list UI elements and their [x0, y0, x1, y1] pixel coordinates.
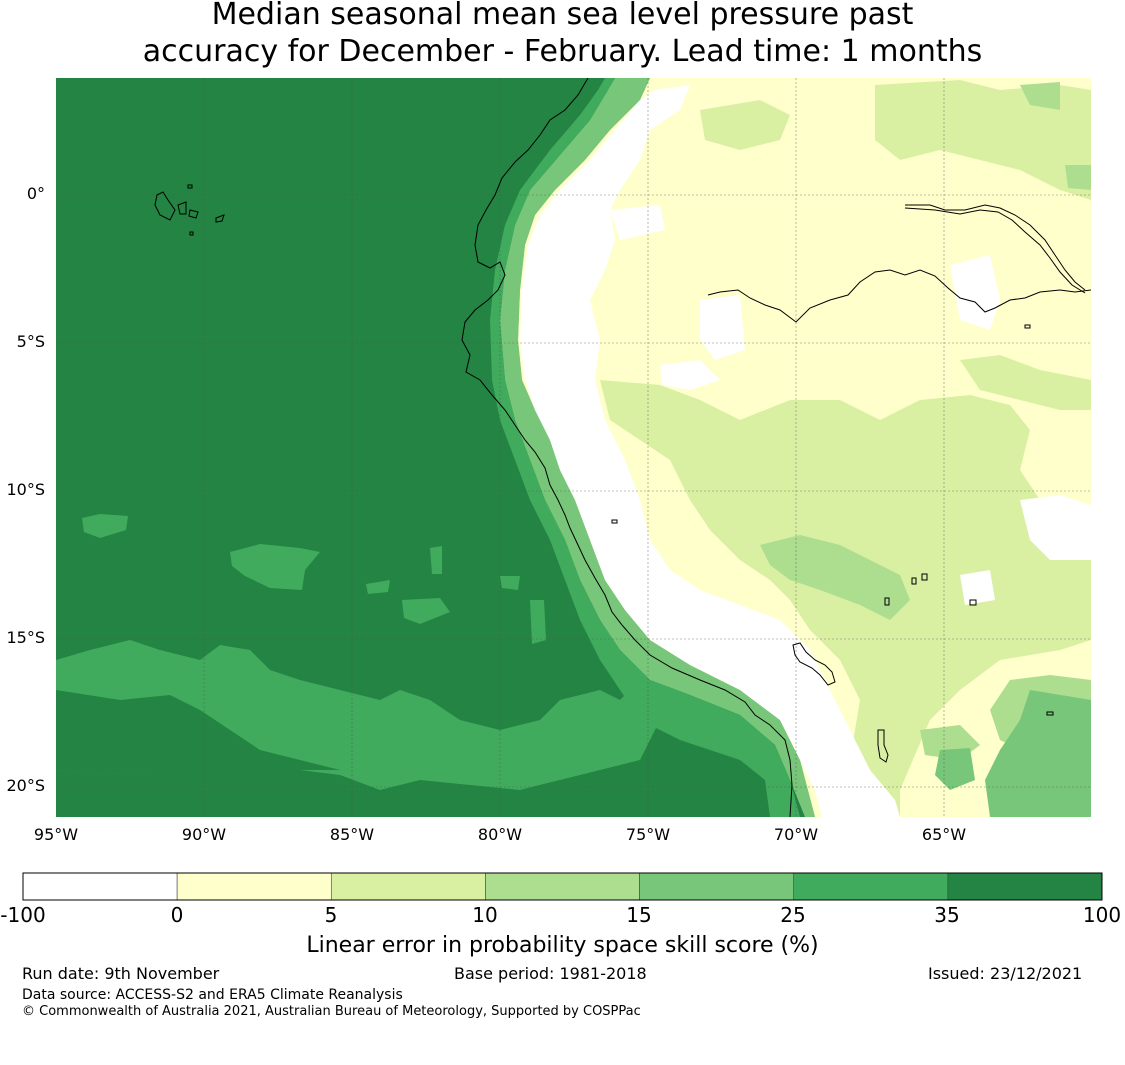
region-25-35-coast [490, 78, 800, 817]
region-35-100-south-pocket [56, 690, 340, 778]
lat-label-5s: 5°S [16, 332, 45, 351]
region-neg100-0-patch-5 [960, 570, 995, 605]
colorbar-segment-6 [947, 872, 1103, 901]
region-25-35-patch-2 [230, 544, 320, 590]
region-10-15-east [1065, 165, 1091, 190]
region-5-10-northeast [875, 80, 1091, 200]
colorbar-tick-6: 35 [934, 903, 960, 927]
lon-label-80w: 80°W [477, 825, 523, 844]
colorbar-segment-0 [22, 872, 178, 901]
colorbar-tick-3: 10 [472, 903, 498, 927]
region-25-35-patch-3 [366, 580, 390, 594]
region-15-25-southeast [985, 690, 1091, 817]
colorbar-segment-5 [793, 872, 949, 901]
gridlines [56, 78, 1091, 817]
region-5-10-north [700, 100, 790, 150]
run-date: Run date: 9th November [22, 964, 220, 983]
region-neg100-0-coast [520, 85, 900, 817]
lon-label-90w: 90°W [181, 825, 227, 844]
colorbar-tick-5: 25 [780, 903, 806, 927]
lat-label-0: 0° [26, 184, 45, 203]
colorbar [22, 872, 1103, 901]
river [707, 269, 1091, 323]
region-5-10-east [960, 355, 1091, 410]
title-line-2: accuracy for December - February. Lead t… [142, 34, 983, 69]
lon-label-70w: 70°W [773, 825, 819, 844]
region-25-35-patch-6 [500, 576, 520, 590]
title-line-1: Median seasonal mean sea level pressure … [211, 0, 914, 32]
colorbar-tick-0: -100 [0, 903, 46, 927]
lakes [611, 324, 1054, 763]
galapagos-islands [154, 184, 225, 236]
lat-label-10s: 10°S [6, 480, 45, 499]
region-neg100-0-patch-1 [700, 295, 745, 360]
lon-label-95w: 95°W [33, 825, 79, 844]
lon-label-75w: 75°W [625, 825, 671, 844]
region-15-25-coast [500, 78, 815, 817]
colorbar-tick-2: 5 [324, 903, 338, 927]
data-source: Data source: ACCESS-S2 and ERA5 Climate … [22, 987, 403, 1003]
lon-label-85w: 85°W [329, 825, 375, 844]
river-north [905, 204, 1086, 291]
region-25-35-patch-5 [430, 546, 442, 574]
colorbar-segment-2 [330, 872, 486, 901]
region-25-35-patch-4 [402, 598, 450, 624]
colorbar-frame [22, 872, 1103, 901]
colorbar-segment-4 [639, 872, 795, 901]
colorbar-segment-3 [485, 872, 640, 901]
colorbar-label: Linear error in probability space skill … [306, 933, 819, 958]
region-10-15-northeast [1020, 82, 1060, 110]
region-15-25-southeast-2 [935, 748, 975, 790]
river-north-2 [904, 207, 1086, 294]
coastline [461, 78, 793, 817]
region-neg100-0-patch-4 [1020, 495, 1091, 560]
lat-label-15s: 15°S [6, 628, 45, 647]
region-10-15-central [760, 535, 910, 620]
lon-label-65w: 65°W [921, 825, 967, 844]
region-neg100-0-patch-2 [660, 360, 720, 390]
map-area [56, 78, 1091, 817]
colorbar-tick-1: 0 [170, 903, 184, 927]
lat-label-20s: 20°S [6, 776, 45, 795]
colorbar-tick-7: 100 [1082, 903, 1122, 927]
region-neg100-0-patch-6 [610, 205, 665, 240]
region-25-35-patch-7 [530, 600, 546, 644]
colorbar-segment-1 [176, 872, 332, 901]
copyright: © Commonwealth of Australia 2021, Austra… [22, 1004, 641, 1019]
issued-date: Issued: 23/12/2021 [928, 964, 1083, 983]
region-25-35-patch-1 [82, 514, 128, 538]
base-period: Base period: 1981-2018 [454, 964, 647, 983]
colorbar-tick-4: 15 [626, 903, 652, 927]
